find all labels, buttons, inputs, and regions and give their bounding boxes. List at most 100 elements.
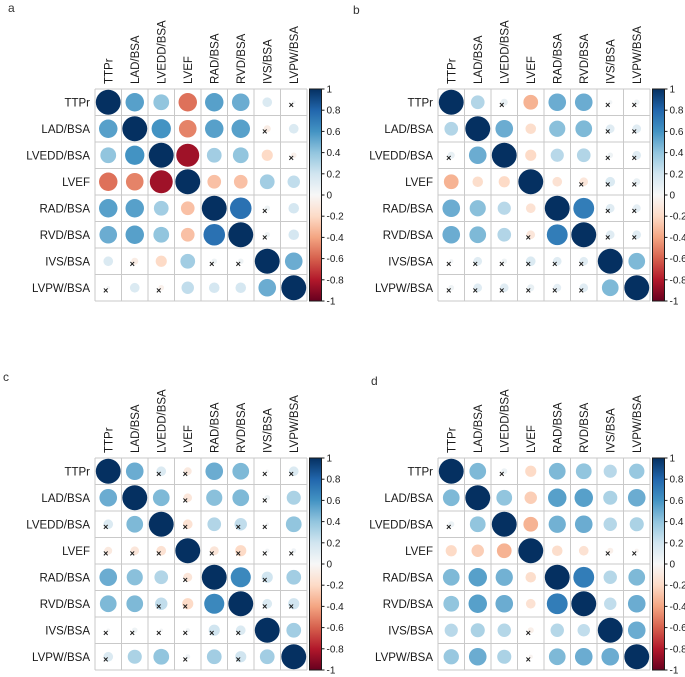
insig-x-mark: ×	[526, 654, 531, 664]
corr-cell	[597, 248, 623, 274]
corr-cell	[472, 176, 484, 188]
corr-circle	[632, 150, 642, 160]
insig-x-mark: ×	[446, 522, 451, 532]
corr-circle	[469, 462, 487, 480]
colorbar-tick-label: 0.6	[670, 127, 684, 138]
insig-x-mark: ×	[130, 259, 135, 269]
corr-cell	[574, 647, 593, 666]
corr-cell: ×	[632, 178, 641, 189]
corr-cell: ×	[446, 521, 455, 532]
corr-circle	[628, 568, 646, 586]
corr-circle	[231, 93, 250, 112]
corr-cell: ×	[552, 256, 562, 269]
corr-circle	[232, 489, 250, 507]
corr-circle	[155, 597, 168, 610]
colorbar-tick-label: -1	[670, 297, 679, 308]
corr-circle	[634, 548, 639, 553]
corr-cell	[122, 116, 148, 142]
corr-cell	[442, 489, 460, 507]
corr-cell: ×	[156, 284, 165, 295]
corr-cell	[578, 545, 589, 556]
corr-cell	[469, 516, 486, 533]
corr-cell	[548, 648, 566, 666]
corr-cell	[597, 617, 623, 643]
corr-circle	[501, 468, 508, 475]
corr-circle	[468, 568, 487, 587]
colorbar-gradient	[309, 88, 322, 302]
corr-cell: ×	[632, 150, 642, 163]
col-label: RVD/BSA	[236, 33, 248, 84]
insig-x-mark: ×	[262, 522, 267, 532]
corr-circle	[472, 176, 484, 188]
corr-cell	[175, 169, 201, 195]
insig-x-mark: ×	[103, 548, 108, 558]
corr-cell	[126, 595, 144, 613]
corr-circle	[262, 598, 273, 609]
corr-circle	[442, 199, 461, 218]
insig-x-mark: ×	[103, 285, 108, 295]
row-label: LVEDD/BSA	[26, 519, 90, 531]
corr-circle	[99, 199, 118, 218]
corr-cell	[206, 147, 222, 163]
corr-circle	[152, 489, 170, 507]
corr-cell	[208, 282, 220, 294]
corr-cell	[628, 252, 646, 270]
corr-cell: ×	[526, 230, 536, 242]
corr-cell: ×	[262, 494, 271, 505]
insig-x-mark: ×	[632, 179, 637, 189]
row-label: LAD/BSA	[384, 493, 433, 505]
corr-circle	[624, 275, 650, 301]
corr-cell: ×	[579, 256, 589, 269]
corr-circle	[627, 488, 646, 507]
corr-cell	[523, 516, 539, 532]
corr-circle	[209, 546, 219, 556]
panel-label-a: a	[8, 1, 15, 15]
corr-cell	[254, 617, 280, 643]
corr-cell	[126, 569, 143, 586]
corr-circle	[469, 516, 486, 533]
corr-circle	[465, 485, 491, 511]
corr-circle	[261, 571, 273, 583]
corr-cell: ×	[235, 545, 247, 558]
corr-cell: ×	[526, 654, 533, 664]
corr-cell	[601, 279, 619, 297]
corr-cell	[544, 195, 570, 221]
corr-cell	[548, 462, 566, 480]
corr-cell	[286, 622, 302, 638]
corr-circle	[155, 255, 167, 267]
row-label: RAD/BSA	[40, 203, 91, 215]
row-label: LVPW/BSA	[375, 283, 433, 295]
corr-cell	[444, 121, 459, 136]
corr-cells: × × × × × × × × × × × × × × × × × × × × × × × × × × × ×	[438, 89, 650, 301]
col-labels: TTPr LAD/BSA LVEDD/BSA LVEF RAD/BSA RVD/BSA IV…	[446, 20, 644, 84]
corr-circle	[265, 469, 270, 474]
corr-circle	[553, 283, 562, 292]
colorbar-tick-label: 0.4	[670, 517, 684, 528]
corr-cell	[550, 623, 564, 637]
insig-x-mark: ×	[262, 575, 267, 585]
row-label: LVPW/BSA	[32, 283, 90, 295]
corr-circle	[523, 516, 539, 532]
corr-cell	[261, 149, 273, 161]
corr-circle	[442, 489, 460, 507]
corr-circle	[601, 279, 619, 297]
corr-circle	[575, 120, 593, 138]
corr-circle	[473, 283, 483, 293]
corr-cell: ×	[499, 283, 509, 295]
corr-cell	[99, 199, 118, 218]
corr-circle	[265, 548, 270, 553]
corr-circle	[576, 148, 591, 163]
corr-circle	[527, 284, 535, 292]
corr-cell	[442, 225, 461, 244]
corr-cell	[99, 488, 118, 507]
corr-cell: ×	[473, 256, 483, 269]
corr-circle	[206, 489, 223, 506]
insig-x-mark: ×	[526, 232, 531, 242]
corr-circle	[254, 617, 280, 643]
corr-cell	[627, 621, 646, 640]
corr-circle	[99, 225, 118, 244]
corr-circle	[151, 119, 171, 139]
col-label: LVEF	[183, 56, 195, 84]
corr-circle	[153, 226, 170, 243]
panel-a: a × × × × × × × × × × TTPr LAD/BSA LVEDD/BSA LVEF RAD/…	[0, 0, 344, 330]
